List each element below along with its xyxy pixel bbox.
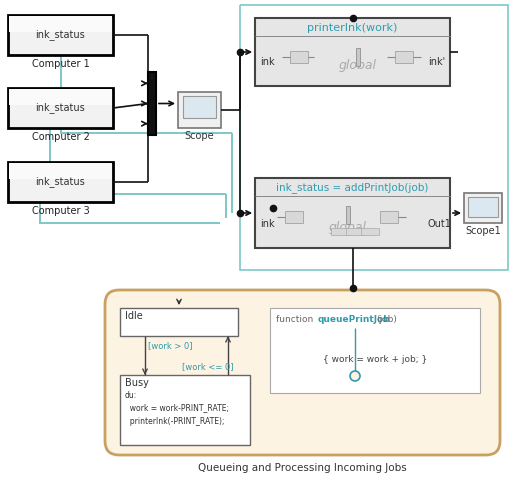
Bar	[345, 206, 350, 224]
Bar	[464, 193, 502, 223]
Bar	[345, 228, 363, 235]
Bar	[148, 72, 156, 135]
Text: Busy: Busy	[125, 378, 149, 388]
Text: Out1: Out1	[428, 219, 452, 229]
Bar	[285, 211, 303, 223]
Text: work = work-PRINT_RATE;: work = work-PRINT_RATE;	[125, 404, 229, 412]
Text: ink_status: ink_status	[35, 103, 85, 113]
Text: Computer 2: Computer 2	[31, 132, 89, 142]
Bar	[178, 92, 221, 128]
Text: function: function	[276, 316, 319, 325]
Bar	[380, 211, 398, 223]
Bar	[8, 15, 113, 55]
Text: ink_status = addPrintJob(job): ink_status = addPrintJob(job)	[277, 183, 429, 193]
Text: Scope1: Scope1	[465, 226, 501, 236]
Bar	[360, 228, 378, 235]
Text: [work <= 0]: [work <= 0]	[181, 362, 233, 372]
Text: global: global	[328, 221, 366, 235]
Text: [work > 0]: [work > 0]	[148, 342, 193, 351]
Text: (job): (job)	[376, 316, 397, 325]
Text: printerInk(work): printerInk(work)	[307, 23, 398, 33]
Text: Queueing and Processing Incoming Jobs: Queueing and Processing Incoming Jobs	[198, 463, 407, 473]
Text: printerInk(-PRINT_RATE);: printerInk(-PRINT_RATE);	[125, 416, 225, 426]
Text: { work = work + job; }: { work = work + job; }	[323, 355, 427, 364]
Bar	[270, 308, 480, 393]
Bar	[255, 178, 450, 248]
Bar	[120, 308, 238, 336]
Bar	[468, 197, 498, 217]
Bar	[290, 51, 308, 63]
Bar	[255, 18, 450, 86]
Bar	[356, 48, 359, 66]
Bar	[9, 89, 112, 105]
FancyBboxPatch shape	[105, 290, 500, 455]
Text: ink_status: ink_status	[35, 177, 85, 188]
Bar	[395, 51, 413, 63]
Text: Scope: Scope	[185, 131, 214, 141]
Circle shape	[350, 371, 360, 381]
Text: ink: ink	[260, 57, 274, 67]
Text: queuePrintJob: queuePrintJob	[318, 316, 391, 325]
Text: ink_status: ink_status	[35, 29, 85, 40]
Text: global: global	[339, 58, 376, 72]
Bar	[183, 96, 216, 118]
Text: ink': ink'	[428, 57, 445, 67]
Bar	[9, 163, 112, 179]
Text: du:: du:	[125, 390, 137, 400]
Text: Computer 3: Computer 3	[32, 206, 89, 216]
Text: Computer 1: Computer 1	[32, 59, 89, 69]
Bar	[120, 375, 250, 445]
Bar	[331, 228, 348, 235]
Text: Idle: Idle	[125, 311, 143, 321]
Bar	[8, 162, 113, 202]
Bar	[8, 88, 113, 128]
Bar	[9, 16, 112, 32]
Text: ink: ink	[260, 219, 274, 229]
